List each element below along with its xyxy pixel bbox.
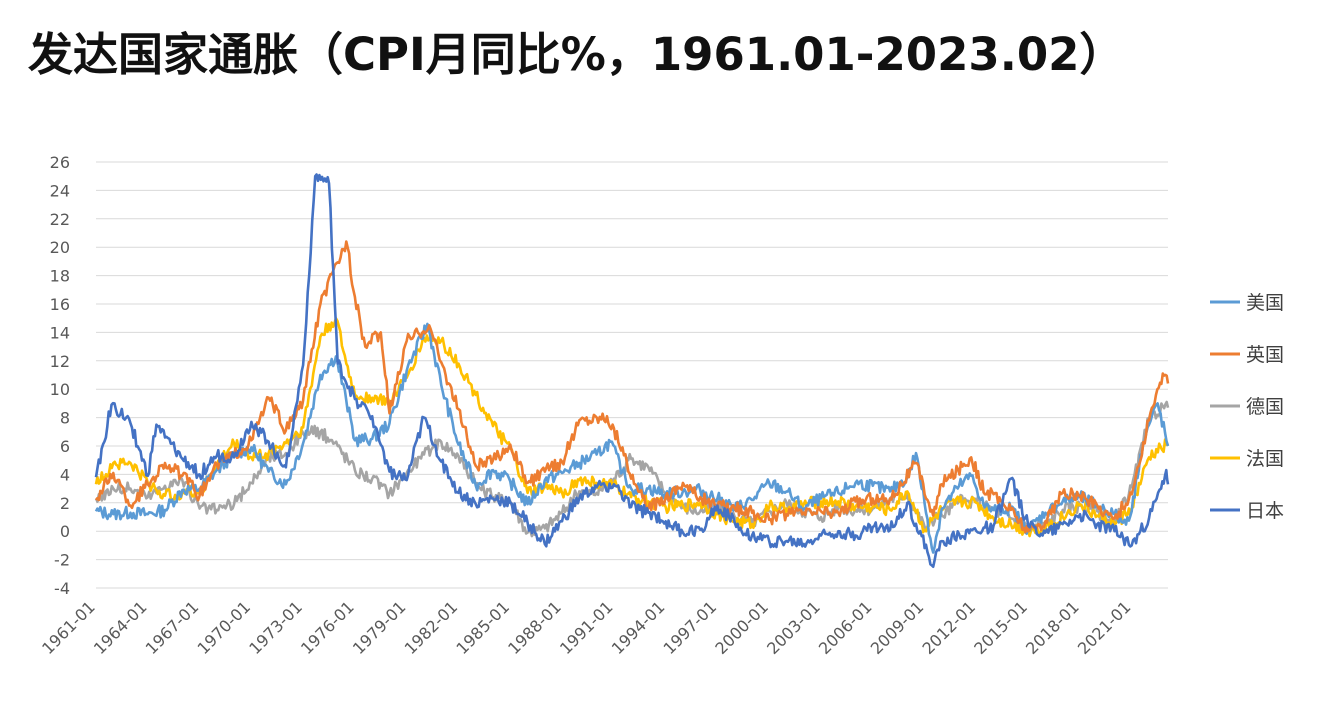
y-tick-label: 2 [60,494,70,513]
x-tick-label: 1988-01 [504,597,565,658]
x-tick-label: 1997-01 [660,597,721,658]
x-tick-label: 2000-01 [711,597,772,658]
x-tick-label: 1985-01 [452,597,513,658]
x-tick-label: 1982-01 [401,597,462,658]
x-tick-label: 2006-01 [815,597,876,658]
x-tick-label: 1991-01 [556,597,617,658]
legend-label: 法国 [1246,448,1284,470]
legend-label: 美国 [1246,292,1284,314]
y-tick-label: 26 [50,153,70,172]
y-tick-label: 12 [50,352,70,371]
y-tick-label: -4 [54,579,70,598]
x-tick-label: 2009-01 [867,597,928,658]
series-line-1 [94,240,1170,534]
y-tick-label: 6 [60,437,70,456]
legend-label: 德国 [1246,396,1284,418]
x-tick-label: 1967-01 [142,597,203,658]
x-tick-label: 1961-01 [38,597,99,658]
series-line-0 [94,322,1170,554]
x-axis-ticks: 1961-011964-011967-011970-011973-011976-… [38,597,1134,658]
x-tick-label: 2003-01 [763,597,824,658]
y-tick-label: 18 [50,267,70,286]
x-tick-label: 1994-01 [608,597,669,658]
y-tick-label: -2 [54,551,70,570]
series-lines [94,173,1170,568]
x-tick-label: 1979-01 [349,597,410,658]
x-tick-label: 1970-01 [193,597,254,658]
x-tick-label: 1973-01 [245,597,306,658]
x-tick-label: 2015-01 [970,597,1031,658]
y-tick-label: 22 [50,210,70,229]
y-tick-label: 20 [50,238,70,257]
gridlines [96,161,1168,589]
x-tick-label: 1964-01 [90,597,151,658]
y-tick-label: 24 [50,181,70,200]
y-tick-label: 0 [60,522,70,541]
y-tick-label: 10 [50,380,70,399]
y-tick-label: 16 [50,295,70,314]
x-tick-label: 2018-01 [1022,597,1083,658]
legend-label: 英国 [1246,344,1284,366]
y-tick-label: 8 [60,409,70,428]
legend-label: 日本 [1246,500,1284,522]
series-line-4 [94,173,1170,568]
y-tick-label: 14 [50,323,70,342]
x-tick-label: 2012-01 [919,597,980,658]
page-title: 发达国家通胀（CPI月同比%，1961.01-2023.02） [28,28,1125,81]
x-tick-label: 1976-01 [297,597,358,658]
y-tick-label: 4 [60,465,70,484]
x-tick-label: 2021-01 [1074,597,1135,658]
